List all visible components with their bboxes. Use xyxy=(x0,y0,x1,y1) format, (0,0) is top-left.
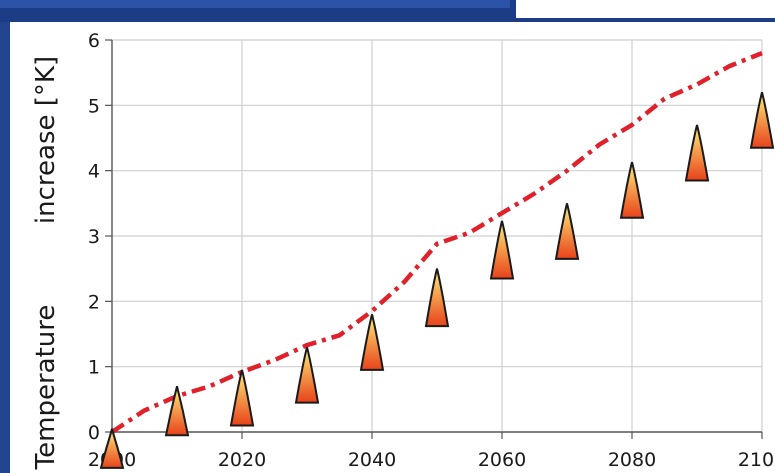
y-tick-label: 4 xyxy=(88,161,100,183)
y-tick-label: 0 xyxy=(88,422,100,444)
y-tick-label: 1 xyxy=(88,357,100,379)
x-tick-label: 2020 xyxy=(218,449,266,471)
y-tick-label: 5 xyxy=(88,95,100,117)
flame-marker xyxy=(229,369,255,427)
flame-marker xyxy=(99,428,125,469)
axes xyxy=(105,39,763,439)
y-axis-label: Temperature increase [°K] xyxy=(31,56,61,470)
temperature-dashed-line xyxy=(110,51,763,434)
x-tick-labels: 200020202040206020802100 xyxy=(88,449,775,471)
y-tick-label: 3 xyxy=(88,226,100,248)
x-tick-label: 2080 xyxy=(608,449,656,471)
slide-header-box xyxy=(516,0,775,18)
temperature-series-line xyxy=(110,51,763,434)
flame-marker xyxy=(554,203,580,260)
y-tick-label: 2 xyxy=(88,291,100,313)
slide-header-accent xyxy=(0,0,510,8)
y-axis-label-temperature: Temperature xyxy=(31,305,61,471)
flame-marker xyxy=(749,92,775,149)
x-tick-label: 2040 xyxy=(348,449,396,471)
flame-marker xyxy=(294,346,320,404)
y-tick-labels: 0 1 2 3 4 5 6 xyxy=(88,30,100,444)
y-tick-label: 6 xyxy=(88,30,100,52)
flame-markers xyxy=(99,92,775,469)
flame-marker xyxy=(424,268,450,328)
chart-panel xyxy=(10,22,775,473)
x-tick-label: 2060 xyxy=(478,449,526,471)
flame-marker xyxy=(684,124,710,182)
flame-marker xyxy=(164,386,190,437)
x-tick-label: 2100 xyxy=(738,449,775,471)
y-axis-label-increase: increase [°K] xyxy=(31,56,61,224)
flame-marker xyxy=(359,314,385,371)
flame-marker xyxy=(489,220,515,280)
flame-marker xyxy=(619,161,645,219)
